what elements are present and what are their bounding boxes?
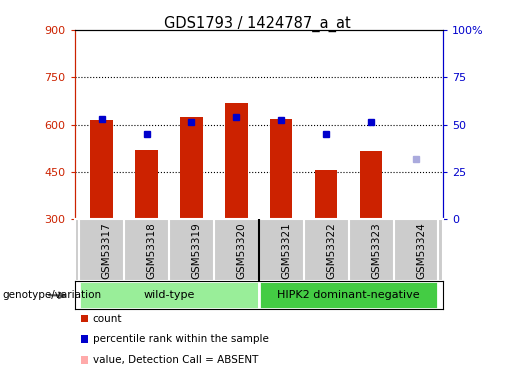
Bar bbox=[81, 315, 88, 322]
Text: wild-type: wild-type bbox=[143, 290, 195, 300]
Text: HIPK2 dominant-negative: HIPK2 dominant-negative bbox=[277, 290, 420, 300]
Text: GSM53323: GSM53323 bbox=[371, 222, 381, 279]
Text: value, Detection Call = ABSENT: value, Detection Call = ABSENT bbox=[93, 355, 258, 365]
Bar bbox=[270, 119, 293, 219]
Bar bbox=[225, 103, 248, 219]
Text: count: count bbox=[93, 314, 122, 324]
Text: GSM53324: GSM53324 bbox=[416, 222, 426, 279]
Bar bbox=[81, 335, 88, 343]
Text: GSM53320: GSM53320 bbox=[236, 222, 246, 279]
Text: GSM53322: GSM53322 bbox=[326, 222, 336, 279]
Bar bbox=[81, 356, 88, 364]
Text: GSM53317: GSM53317 bbox=[101, 222, 112, 279]
Bar bbox=[315, 170, 337, 219]
Text: genotype/variation: genotype/variation bbox=[3, 290, 101, 300]
Bar bbox=[91, 120, 113, 219]
Bar bbox=[360, 151, 382, 219]
Text: GSM53321: GSM53321 bbox=[281, 222, 291, 279]
Bar bbox=[259, 281, 438, 309]
Text: GSM53318: GSM53318 bbox=[147, 222, 157, 279]
Text: GDS1793 / 1424787_a_at: GDS1793 / 1424787_a_at bbox=[164, 16, 351, 32]
Text: percentile rank within the sample: percentile rank within the sample bbox=[93, 334, 269, 344]
Bar bbox=[135, 150, 158, 219]
Bar bbox=[79, 281, 259, 309]
Bar bbox=[180, 117, 203, 219]
Text: GSM53319: GSM53319 bbox=[192, 222, 201, 279]
